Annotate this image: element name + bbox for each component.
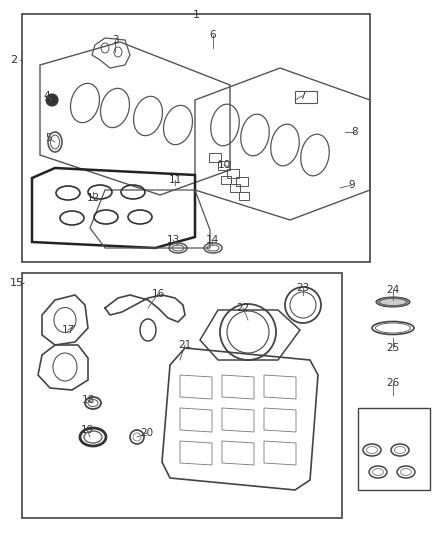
Text: 12: 12 — [86, 193, 99, 203]
Text: 4: 4 — [44, 91, 50, 101]
Text: 26: 26 — [386, 378, 399, 388]
Bar — [209, 153, 221, 162]
Bar — [230, 184, 240, 192]
Text: 16: 16 — [152, 289, 165, 299]
Bar — [227, 169, 239, 178]
Text: 2: 2 — [10, 55, 17, 65]
Bar — [295, 91, 317, 103]
Text: 15: 15 — [10, 278, 24, 288]
Text: 7: 7 — [299, 91, 305, 101]
Text: 25: 25 — [386, 343, 399, 353]
Bar — [221, 176, 231, 184]
Bar — [239, 192, 249, 200]
Text: 19: 19 — [81, 425, 94, 435]
Bar — [22, 273, 342, 518]
Text: 22: 22 — [237, 303, 250, 313]
Text: 11: 11 — [168, 175, 182, 185]
Text: 8: 8 — [352, 127, 358, 137]
Text: 14: 14 — [205, 235, 219, 245]
Text: 13: 13 — [166, 235, 180, 245]
Ellipse shape — [379, 298, 406, 305]
Text: 17: 17 — [61, 325, 74, 335]
Text: 3: 3 — [112, 35, 118, 45]
Bar — [218, 161, 230, 170]
Text: 1: 1 — [192, 10, 199, 20]
Bar — [358, 408, 430, 490]
Text: 18: 18 — [81, 395, 95, 405]
Ellipse shape — [376, 297, 410, 307]
Text: 20: 20 — [141, 428, 154, 438]
Text: 23: 23 — [297, 283, 310, 293]
Text: 6: 6 — [210, 30, 216, 40]
Text: 24: 24 — [386, 285, 399, 295]
Text: 21: 21 — [178, 340, 192, 350]
Circle shape — [46, 94, 58, 106]
Text: 5: 5 — [45, 133, 51, 143]
Bar — [236, 177, 248, 186]
Text: 10: 10 — [217, 160, 230, 170]
Text: 9: 9 — [349, 180, 355, 190]
Bar — [22, 14, 370, 262]
